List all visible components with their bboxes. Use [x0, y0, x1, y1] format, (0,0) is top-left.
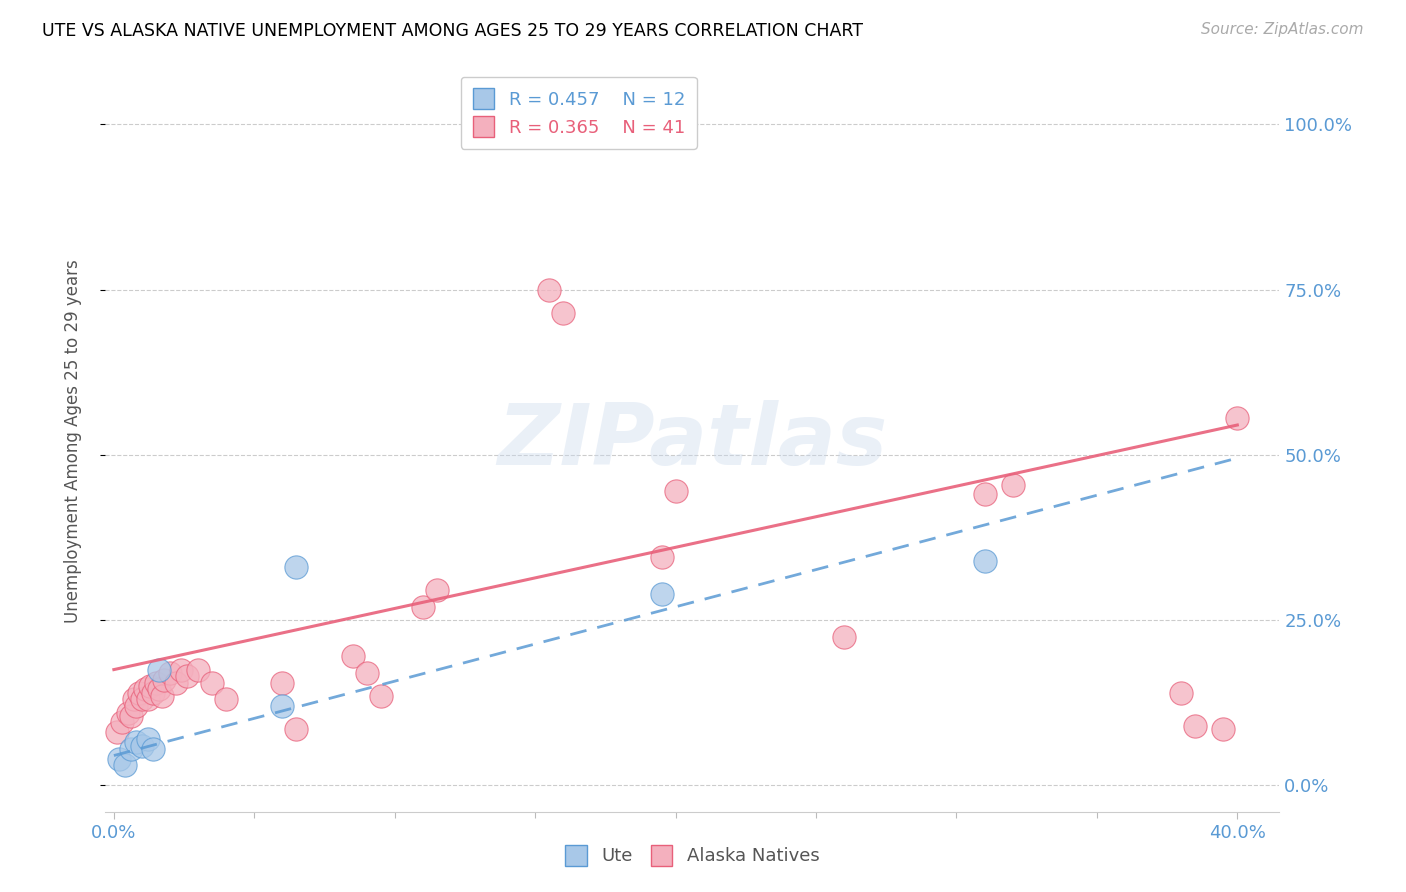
Point	[136, 692, 159, 706]
Point	[114, 758, 136, 772]
Point	[665, 484, 688, 499]
Point	[139, 679, 162, 693]
Point	[131, 692, 153, 706]
Point	[553, 305, 575, 319]
Point	[105, 725, 128, 739]
Point	[142, 742, 165, 756]
Point	[651, 550, 673, 565]
Point	[215, 692, 238, 706]
Point	[1184, 719, 1206, 733]
Text: ZIPatlas: ZIPatlas	[498, 400, 887, 483]
Point	[170, 663, 193, 677]
Point	[148, 682, 170, 697]
Point	[973, 487, 995, 501]
Point	[412, 599, 434, 614]
Point	[1226, 411, 1249, 425]
Point	[148, 663, 170, 677]
Point	[125, 698, 148, 713]
Point	[122, 692, 145, 706]
Point	[145, 675, 167, 690]
Text: UTE VS ALASKA NATIVE UNEMPLOYMENT AMONG AGES 25 TO 29 YEARS CORRELATION CHART: UTE VS ALASKA NATIVE UNEMPLOYMENT AMONG …	[42, 22, 863, 40]
Point	[131, 739, 153, 753]
Point	[120, 709, 142, 723]
Point	[117, 706, 139, 720]
Y-axis label: Unemployment Among Ages 25 to 29 years: Unemployment Among Ages 25 to 29 years	[63, 260, 82, 624]
Point	[134, 682, 156, 697]
Point	[1170, 686, 1192, 700]
Point	[285, 722, 308, 736]
Point	[973, 553, 995, 567]
Point	[426, 583, 449, 598]
Point	[651, 586, 673, 600]
Point	[111, 715, 134, 730]
Point	[201, 675, 224, 690]
Point	[271, 675, 294, 690]
Point	[108, 752, 131, 766]
Point	[150, 689, 173, 703]
Point	[285, 560, 308, 574]
Point	[1001, 477, 1024, 491]
Point	[538, 283, 561, 297]
Point	[165, 675, 187, 690]
Point	[176, 669, 198, 683]
Point	[142, 686, 165, 700]
Point	[136, 731, 159, 746]
Point	[1212, 722, 1234, 736]
Point	[370, 689, 392, 703]
Text: Source: ZipAtlas.com: Source: ZipAtlas.com	[1201, 22, 1364, 37]
Point	[187, 663, 209, 677]
Point	[120, 742, 142, 756]
Point	[271, 698, 294, 713]
Point	[342, 649, 364, 664]
Point	[832, 630, 855, 644]
Legend: Ute, Alaska Natives: Ute, Alaska Natives	[558, 838, 827, 873]
Point	[153, 673, 176, 687]
Point	[159, 665, 181, 680]
Point	[356, 665, 378, 680]
Point	[128, 686, 150, 700]
Point	[125, 735, 148, 749]
